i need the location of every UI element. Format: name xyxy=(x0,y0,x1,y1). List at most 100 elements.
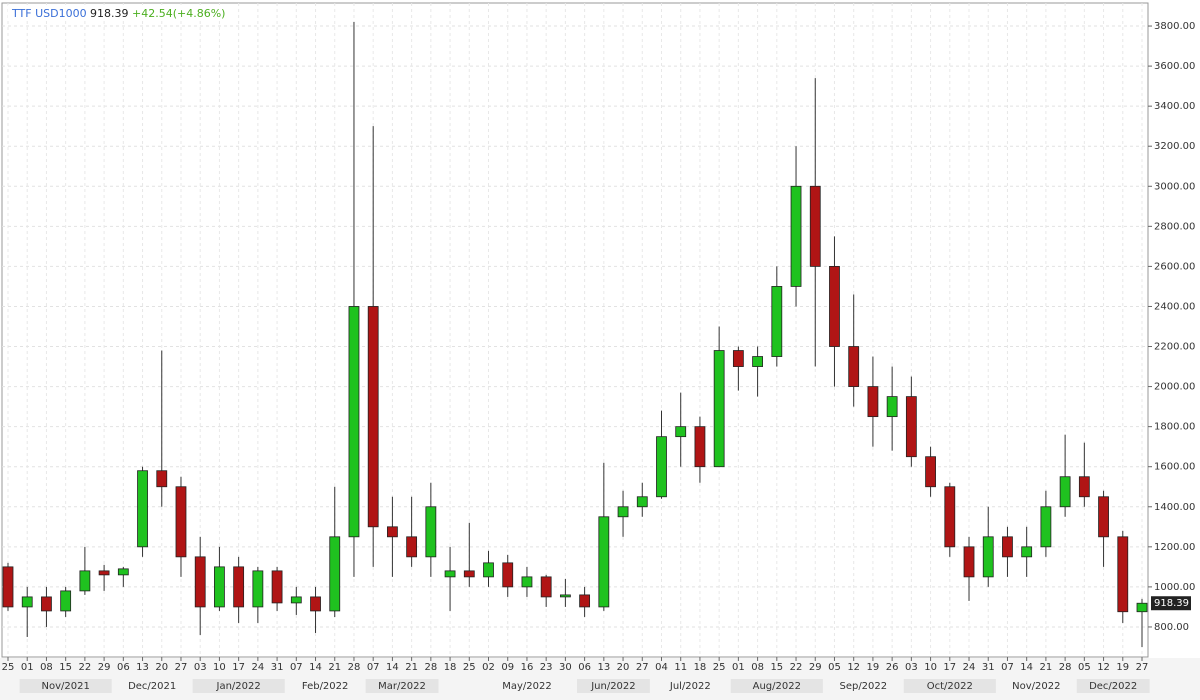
candle-body xyxy=(617,506,629,518)
month-band xyxy=(577,679,650,693)
x-tick-label: 20 xyxy=(155,662,168,673)
candle-body xyxy=(1021,546,1033,558)
x-tick-label: 18 xyxy=(444,662,457,673)
x-tick-label: 06 xyxy=(578,662,591,673)
x-tick-label: 27 xyxy=(1136,662,1149,673)
x-tick-label: 19 xyxy=(1116,662,1129,673)
x-tick-label: 24 xyxy=(251,662,264,673)
candle-body xyxy=(79,570,91,592)
month-label: Feb/2022 xyxy=(302,681,349,692)
y-tick-label: 3200.00 xyxy=(1154,141,1195,152)
y-tick-label: 2400.00 xyxy=(1154,301,1195,312)
candle-body xyxy=(675,426,687,438)
candle-body xyxy=(175,486,187,558)
y-tick-label: 2200.00 xyxy=(1154,342,1195,353)
candle-body xyxy=(194,556,206,608)
x-tick-label: 03 xyxy=(194,662,207,673)
x-tick-label: 04 xyxy=(655,662,668,673)
x-tick-label: 24 xyxy=(963,662,976,673)
month-label: Nov/2022 xyxy=(1012,681,1060,692)
last-price: 918.39 xyxy=(90,7,129,20)
candle-body xyxy=(1059,476,1071,508)
month-band xyxy=(903,679,996,693)
y-tick-label: 1000.00 xyxy=(1154,582,1195,593)
candle-body xyxy=(483,562,494,578)
x-tick-label: 07 xyxy=(290,662,303,673)
y-tick-label: 1200.00 xyxy=(1154,542,1195,553)
x-tick-label: 28 xyxy=(348,662,361,673)
candle-body xyxy=(425,506,437,558)
month-label: Dec/2021 xyxy=(128,681,176,692)
y-tick-label: 1400.00 xyxy=(1154,502,1195,513)
header-bg xyxy=(8,5,230,21)
x-tick-label: 29 xyxy=(98,662,111,673)
x-tick-label: 13 xyxy=(136,662,149,673)
x-tick-label: 21 xyxy=(1040,662,1053,673)
month-band xyxy=(480,679,573,693)
candle-body xyxy=(367,306,379,528)
candle-body xyxy=(2,566,14,608)
x-tick-label: 01 xyxy=(21,662,34,673)
month-label: Mar/2022 xyxy=(378,681,426,692)
month-band xyxy=(19,679,112,693)
x-tick-label: 22 xyxy=(790,662,803,673)
x-tick-label: 21 xyxy=(405,662,418,673)
candle-body xyxy=(848,346,860,387)
candle-body xyxy=(406,536,418,558)
x-tick-label: 31 xyxy=(271,662,284,673)
candle-body xyxy=(540,576,552,598)
y-tick-label: 2800.00 xyxy=(1154,221,1195,232)
x-tick-label: 19 xyxy=(867,662,880,673)
candle-body xyxy=(463,570,475,578)
x-tick-label: 02 xyxy=(482,662,495,673)
x-tick-label: 15 xyxy=(770,662,783,673)
x-tick-label: 14 xyxy=(1020,662,1033,673)
x-tick-label: 10 xyxy=(213,662,226,673)
candle-body xyxy=(925,456,936,488)
header: TTF USD1000 918.39 +42.54(+4.86%) xyxy=(8,5,230,21)
x-tick-label: 31 xyxy=(982,662,995,673)
candle-body xyxy=(579,594,591,608)
candle-body xyxy=(1040,506,1052,548)
month-band xyxy=(1076,679,1150,693)
x-tick-label: 17 xyxy=(943,662,956,673)
month-band xyxy=(826,679,900,693)
x-tick-label: 27 xyxy=(175,662,188,673)
change: +42.54(+4.86%) xyxy=(132,7,225,20)
month-band xyxy=(365,679,439,693)
candle-body xyxy=(348,306,360,538)
candle-body xyxy=(656,436,667,498)
x-tick-label: 27 xyxy=(636,662,649,673)
price-tag: 918.39 xyxy=(1154,598,1189,609)
candle-body xyxy=(1078,476,1090,498)
candle-body xyxy=(310,596,321,612)
candle-body xyxy=(387,526,398,538)
candle-body xyxy=(963,546,975,578)
candle-body xyxy=(694,426,706,468)
candle-body xyxy=(1002,536,1013,558)
y-tick-label: 2600.00 xyxy=(1154,261,1195,272)
candle-body xyxy=(98,570,110,576)
candle-body xyxy=(867,386,879,418)
x-tick-label: 10 xyxy=(924,662,937,673)
x-tick-label: 07 xyxy=(367,662,380,673)
candle-body xyxy=(944,486,956,548)
plot-area xyxy=(1,2,1149,658)
candle-body xyxy=(290,596,302,604)
x-tick-label: 26 xyxy=(886,662,899,673)
x-tick-label: 17 xyxy=(232,662,245,673)
candle-body xyxy=(1136,602,1148,613)
candle-body xyxy=(117,568,129,576)
month-band xyxy=(653,679,727,693)
x-tick-label: 30 xyxy=(559,662,572,673)
month-label: Jan/2022 xyxy=(216,681,261,692)
x-tick-label: 14 xyxy=(309,662,322,673)
candle-body xyxy=(809,185,821,267)
candle-body xyxy=(732,350,744,367)
month-label: Jun/2022 xyxy=(590,681,635,692)
x-tick-label: 03 xyxy=(905,662,918,673)
month-band xyxy=(288,679,362,693)
x-tick-label: 06 xyxy=(117,662,130,673)
x-tick-label: 11 xyxy=(674,662,687,673)
